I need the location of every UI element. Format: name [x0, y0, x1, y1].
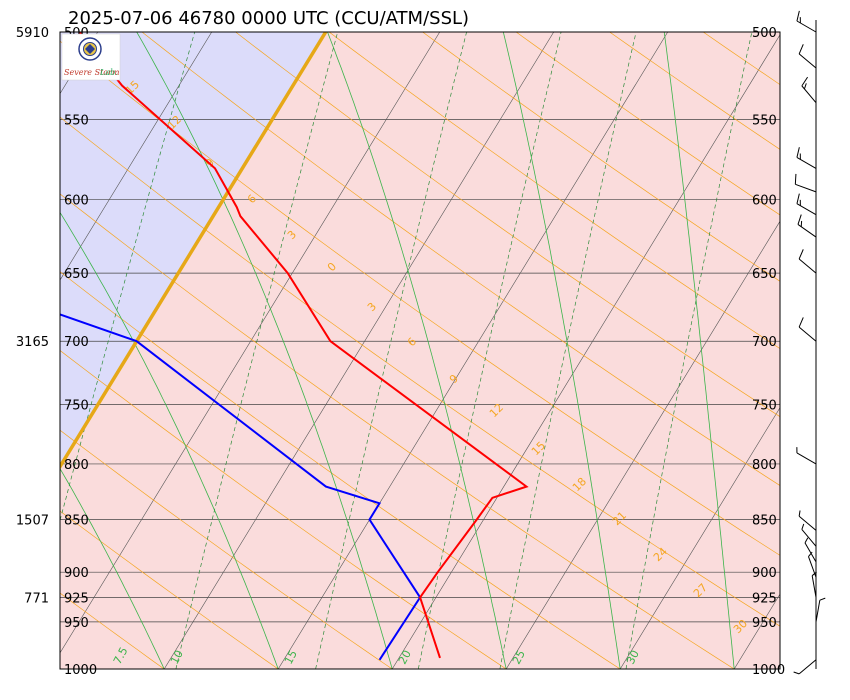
pressure-tick-left: 925: [64, 591, 89, 606]
moist-adiabat-label: 20: [396, 648, 414, 666]
pressure-tick-left: 950: [64, 616, 89, 631]
moist-adiabats: [0, 32, 849, 669]
pressure-tick-right: 800: [752, 458, 777, 473]
logo-text: Severe Storm: [64, 68, 120, 77]
wind-barb: [797, 214, 817, 238]
dry-adiabat-line: [60, 271, 621, 669]
moist-adiabat-line: [502, 32, 621, 669]
wind-barb: [811, 571, 817, 598]
logo-suffix: Lab.: [99, 68, 118, 77]
pressure-tick-right: 750: [752, 399, 777, 414]
dry-adiabat-line: [60, 40, 780, 556]
dry-adiabats: [0, 32, 850, 669]
pressure-tick-right: 900: [752, 566, 777, 581]
wind-barb: [815, 597, 826, 622]
wind-barb: [798, 510, 817, 531]
mixing-ratio-line: [417, 32, 562, 669]
pressure-tick-left: 750: [64, 399, 89, 414]
pressure-tick-left: 800: [64, 458, 89, 473]
lab-logo: Severe Storm Lab.: [61, 33, 121, 81]
dry-adiabat-line: [235, 32, 780, 418]
mixing-ratio-line: [499, 32, 637, 669]
isotherm-line: [619, 407, 780, 669]
wind-barb: [796, 193, 817, 216]
moist-adiabat-label: 25: [510, 648, 528, 666]
moist-adiabat-label: 15: [282, 648, 300, 666]
pressure-tick-right: 1000: [752, 663, 785, 678]
isotherm-line: [391, 34, 780, 669]
moist-adiabat-line: [0, 32, 50, 669]
wind-barb: [794, 173, 817, 193]
pressure-tick-left: 600: [64, 194, 89, 209]
dry-adiabat-line: [328, 32, 780, 350]
wind-barb: [798, 317, 817, 342]
dry-adiabat-line: [141, 32, 780, 486]
moist-adiabat-line: [136, 32, 393, 669]
warm-region: [60, 32, 780, 669]
pressure-tick-left: 900: [64, 566, 89, 581]
pressure-tick-right: 600: [752, 194, 777, 209]
isotherm-line: [163, 32, 554, 669]
moist-adiabat-label: 30: [624, 648, 642, 666]
dry-adiabat-line: [422, 32, 780, 282]
dry-adiabat-line: [797, 32, 850, 669]
height-tick-label: 1507: [16, 514, 49, 529]
dry-adiabat-line: [0, 32, 50, 669]
mixing-ratio-line: [60, 32, 196, 522]
wind-barb: [798, 249, 817, 274]
wind-barb: [793, 659, 817, 675]
isotherm-line: [60, 32, 212, 281]
pressure-tick-right: 550: [752, 114, 777, 129]
moist-adiabat-line: [813, 32, 849, 669]
wind-barb: [804, 537, 817, 563]
moist-adiabat-line: [60, 211, 279, 669]
dry-adiabat-line: [60, 193, 735, 669]
isotherm-line: [60, 32, 440, 654]
isobars: [60, 32, 780, 669]
wind-barb: [796, 147, 817, 169]
moist-adiabat-line: [327, 32, 507, 669]
moist-adiabat-line: [60, 467, 165, 669]
dry-adiabat-line: [60, 349, 507, 669]
temperature-profile: [78, 32, 529, 659]
height-tick-label: 3165: [16, 335, 49, 350]
pressure-tick-left: 1000: [64, 663, 97, 678]
dry-adiabat-line: [60, 510, 279, 669]
mixing-ratio-line: [625, 32, 753, 669]
pressure-tick-right: 500: [752, 26, 777, 41]
pressure-tick-right: 700: [752, 335, 777, 350]
pressure-tick-right: 850: [752, 514, 777, 529]
wind-barb: [801, 523, 817, 547]
height-tick-label: 771: [24, 591, 49, 606]
zero-isotherm: [60, 32, 328, 470]
wind-barb: [798, 44, 817, 69]
dry-adiabat-line: [515, 32, 780, 216]
wind-barb: [796, 447, 817, 465]
pressure-tick-left: 650: [64, 267, 89, 282]
cold-region: [60, 32, 326, 669]
pressure-tick-right: 925: [752, 591, 777, 606]
dry-adiabat-line: [60, 429, 393, 669]
plot-area: 7.5101520253015129630369121518212427302.…: [0, 32, 850, 669]
dewpoint-profile: [60, 313, 422, 661]
pressure-tick-right: 650: [752, 267, 777, 282]
mixing-ratio-lines: [60, 32, 753, 669]
pressure-tick-left: 700: [64, 335, 89, 350]
plot-frame: [59, 31, 781, 670]
wind-barb: [801, 76, 817, 104]
moist-adiabat-line: [663, 32, 735, 669]
chart-title: 2025-07-06 46780 0000 UTC (CCU/ATM/SSL): [68, 8, 469, 29]
wind-barb: [796, 10, 817, 33]
pressure-tick-left: 850: [64, 514, 89, 529]
moist-adiabat-label: 10: [168, 648, 186, 666]
pressure-tick-left: 550: [64, 114, 89, 129]
dry-adiabat-line: [60, 116, 780, 627]
pressure-tick-right: 950: [752, 616, 777, 631]
height-tick-label: 5910: [16, 26, 49, 41]
wind-barbs: [793, 10, 826, 675]
height-tick-labels: 5910 3165 1507 771: [16, 26, 49, 606]
